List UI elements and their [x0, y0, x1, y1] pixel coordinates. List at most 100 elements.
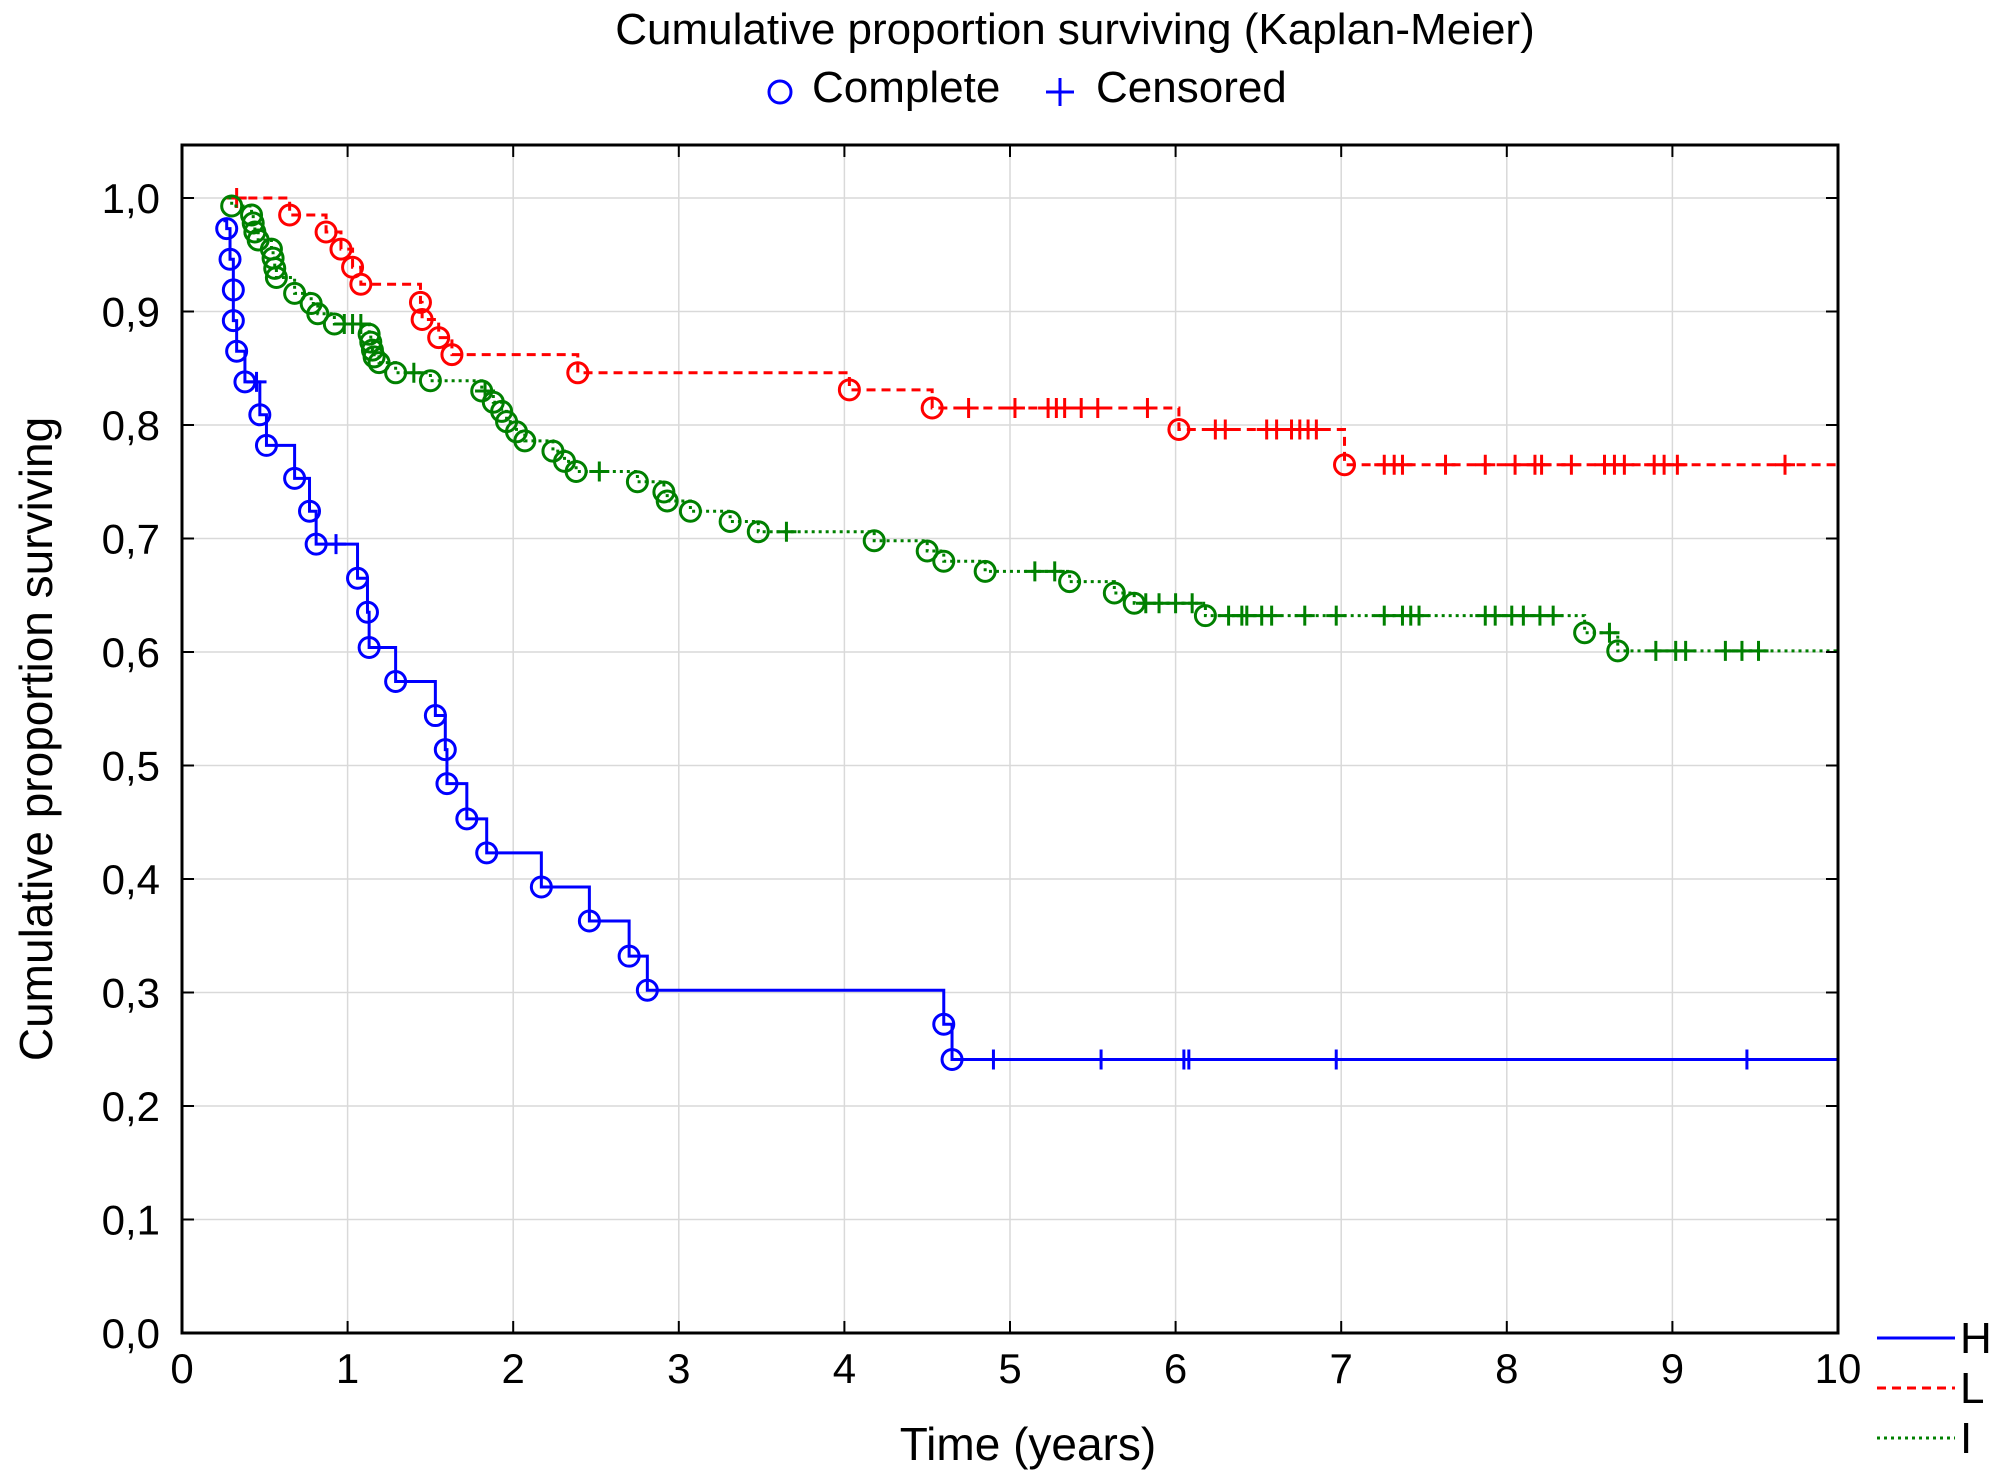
- complete-point-L: [1167, 418, 1191, 442]
- complete-point-L: [408, 290, 432, 314]
- censored-point-L: [1435, 454, 1456, 475]
- complete-point-I: [1102, 581, 1126, 605]
- legend-label-I: I: [1960, 1414, 1972, 1463]
- complete-point-L: [329, 237, 353, 261]
- censored-point-L: [1004, 397, 1025, 418]
- complete-point-L: [837, 378, 861, 402]
- complete-point-H: [254, 433, 278, 457]
- censored-point-I: [1645, 640, 1666, 661]
- complete-point-L: [349, 272, 373, 296]
- y-tick-label: 0,7: [102, 516, 160, 563]
- censored-point-L: [1614, 454, 1635, 475]
- censored-point-I: [776, 521, 797, 542]
- x-tick-label: 4: [833, 1345, 856, 1392]
- censored-point-I: [1543, 605, 1564, 626]
- censored-point-I: [475, 380, 496, 401]
- censored-point-L: [1215, 419, 1236, 440]
- censored-point-L: [1137, 397, 1158, 418]
- complete-point-L: [440, 343, 464, 367]
- complete-point-H: [225, 339, 249, 363]
- complete-point-I: [367, 351, 391, 375]
- y-tick-label: 0,0: [102, 1310, 160, 1357]
- marker-legend-complete: Complete: [812, 63, 1000, 112]
- y-axis-label: Cumulative proportion surviving: [10, 417, 62, 1061]
- censored-point-L: [1775, 454, 1796, 475]
- x-tick-label: 5: [998, 1345, 1021, 1392]
- complete-point-L: [1333, 453, 1357, 477]
- chart-title: Cumulative proportion surviving (Kaplan-…: [615, 5, 1535, 54]
- censored-point-I: [1748, 640, 1769, 661]
- axis-ticks: 0 1 2 3 4 5 6 7 8 9 10 0,0 0,1 0,2 0,3 0,4 0,5 0,6 0,7 0,8 0…: [102, 145, 1862, 1392]
- x-tick-label: 3: [667, 1345, 690, 1392]
- y-tick-label: 0,4: [102, 856, 160, 903]
- complete-point-L: [566, 361, 590, 385]
- series-H: [215, 217, 1838, 1071]
- censored-point-H: [1178, 1049, 1199, 1070]
- complete-point-I: [746, 520, 770, 544]
- censored-point-L: [1561, 454, 1582, 475]
- complete-point-H: [435, 772, 459, 796]
- censored-point-L: [1087, 397, 1108, 418]
- x-tick-label: 0: [170, 1345, 193, 1392]
- censored-point-I: [1182, 593, 1203, 614]
- complete-point-H: [617, 944, 641, 968]
- complete-point-I: [240, 203, 264, 227]
- censored-point-I: [1294, 605, 1315, 626]
- complete-point-L: [278, 203, 302, 227]
- complete-point-H: [346, 566, 370, 590]
- complete-point-H: [221, 309, 245, 333]
- complete-point-I: [655, 489, 679, 513]
- marker-legend-censored: Censored: [1096, 63, 1287, 112]
- censored-point-H: [1091, 1049, 1112, 1070]
- censored-point-H: [1736, 1049, 1757, 1070]
- censored-point-L: [1475, 454, 1496, 475]
- complete-point-H: [355, 600, 379, 624]
- y-tick-label: 0,8: [102, 402, 160, 449]
- complete-point-I: [220, 194, 244, 218]
- censored-point-H: [1326, 1049, 1347, 1070]
- complete-point-I: [678, 499, 702, 523]
- complete-point-H: [455, 807, 479, 831]
- legend-label-H: H: [1960, 1314, 1992, 1363]
- complete-point-I: [915, 539, 939, 563]
- y-tick-label: 0,5: [102, 743, 160, 790]
- censored-point-I: [1599, 622, 1620, 643]
- censored-point-L: [1505, 454, 1526, 475]
- complete-point-I: [862, 529, 886, 553]
- complete-point-H: [384, 670, 408, 694]
- complete-point-H: [248, 403, 272, 427]
- complete-point-H: [932, 1012, 956, 1036]
- complete-point-L: [314, 220, 338, 244]
- censored-point-I: [1326, 605, 1347, 626]
- x-tick-label: 7: [1330, 1345, 1353, 1392]
- x-tick-label: 10: [1815, 1345, 1862, 1392]
- censored-point-I: [1675, 640, 1696, 661]
- complete-point-H: [283, 466, 307, 490]
- complete-point-H: [298, 499, 322, 523]
- censored-point-H: [246, 371, 267, 392]
- series-legend: HLI: [1877, 1314, 1992, 1463]
- censored-point-I: [1409, 605, 1430, 626]
- complete-point-H: [577, 909, 601, 933]
- complete-point-H: [529, 875, 553, 899]
- censored-point-L: [1392, 454, 1413, 475]
- x-tick-label: 6: [1164, 1345, 1187, 1392]
- complete-point-I: [718, 509, 742, 533]
- censored-point-I: [1374, 605, 1395, 626]
- x-tick-label: 1: [336, 1345, 359, 1392]
- complete-point-L: [427, 326, 451, 350]
- censored-point-L: [1667, 454, 1688, 475]
- complete-point-L: [410, 307, 434, 331]
- y-tick-label: 0,2: [102, 1083, 160, 1130]
- complete-point-I: [973, 559, 997, 583]
- censored-plus-icon: [1046, 78, 1074, 106]
- complete-point-I: [306, 302, 330, 326]
- complete-point-I: [283, 281, 307, 305]
- censored-point-I: [350, 313, 371, 334]
- complete-point-I: [564, 460, 588, 484]
- complete-point-I: [1193, 604, 1217, 628]
- censored-point-I: [1024, 561, 1045, 582]
- complete-point-I: [1606, 639, 1630, 663]
- censored-point-I: [403, 362, 424, 383]
- complete-point-I: [362, 345, 386, 369]
